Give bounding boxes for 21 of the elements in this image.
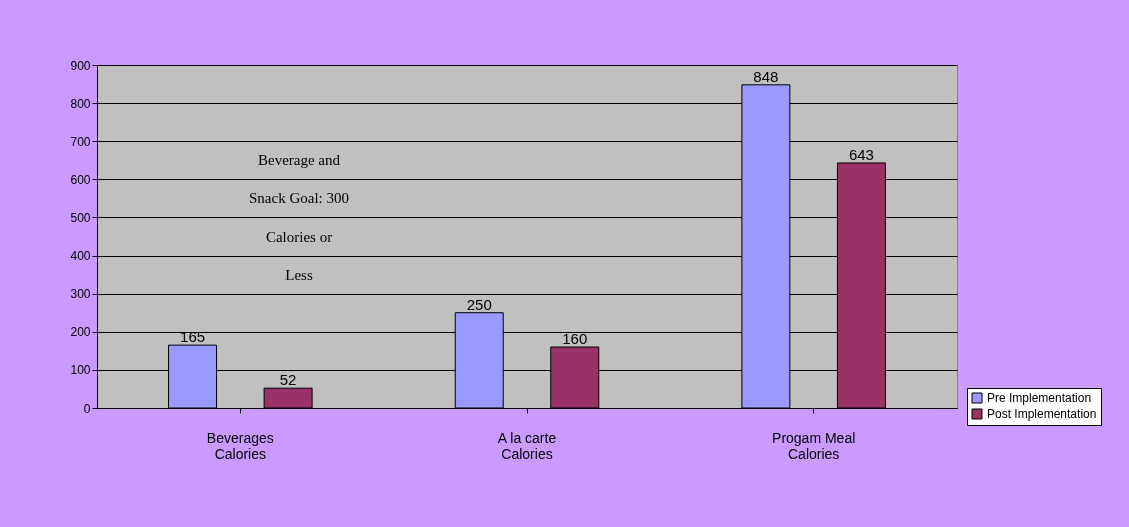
data-label: 848 xyxy=(753,67,779,85)
y-tick-label: 900 xyxy=(70,58,91,73)
x-tick-label: A la carte Calories xyxy=(497,429,557,462)
y-tick-label: 600 xyxy=(70,172,91,187)
x-tick-label: Beverages Calories xyxy=(206,429,274,462)
y-tick-label: 700 xyxy=(70,134,91,149)
y-tick-label: 500 xyxy=(70,210,91,225)
data-label: 250 xyxy=(466,295,492,313)
y-tick-label: 100 xyxy=(70,363,91,378)
y-tick-label: 300 xyxy=(70,287,91,302)
data-label: 160 xyxy=(562,330,588,348)
data-label: 643 xyxy=(848,145,874,163)
x-tick-label: Progam Meal Calories xyxy=(772,429,856,462)
y-tick-label: 800 xyxy=(70,96,91,111)
legend-label: Post Implementation xyxy=(987,407,1097,421)
y-tick-label: 0 xyxy=(83,401,91,416)
text: Beverage and Snack Goal: 300 Calories or Less xyxy=(249,152,349,283)
y-tick-label: 200 xyxy=(70,325,91,340)
y-tick-label: 400 xyxy=(70,249,91,264)
data-label: 52 xyxy=(279,371,297,389)
legend-label: Pre Implementation xyxy=(987,391,1092,405)
